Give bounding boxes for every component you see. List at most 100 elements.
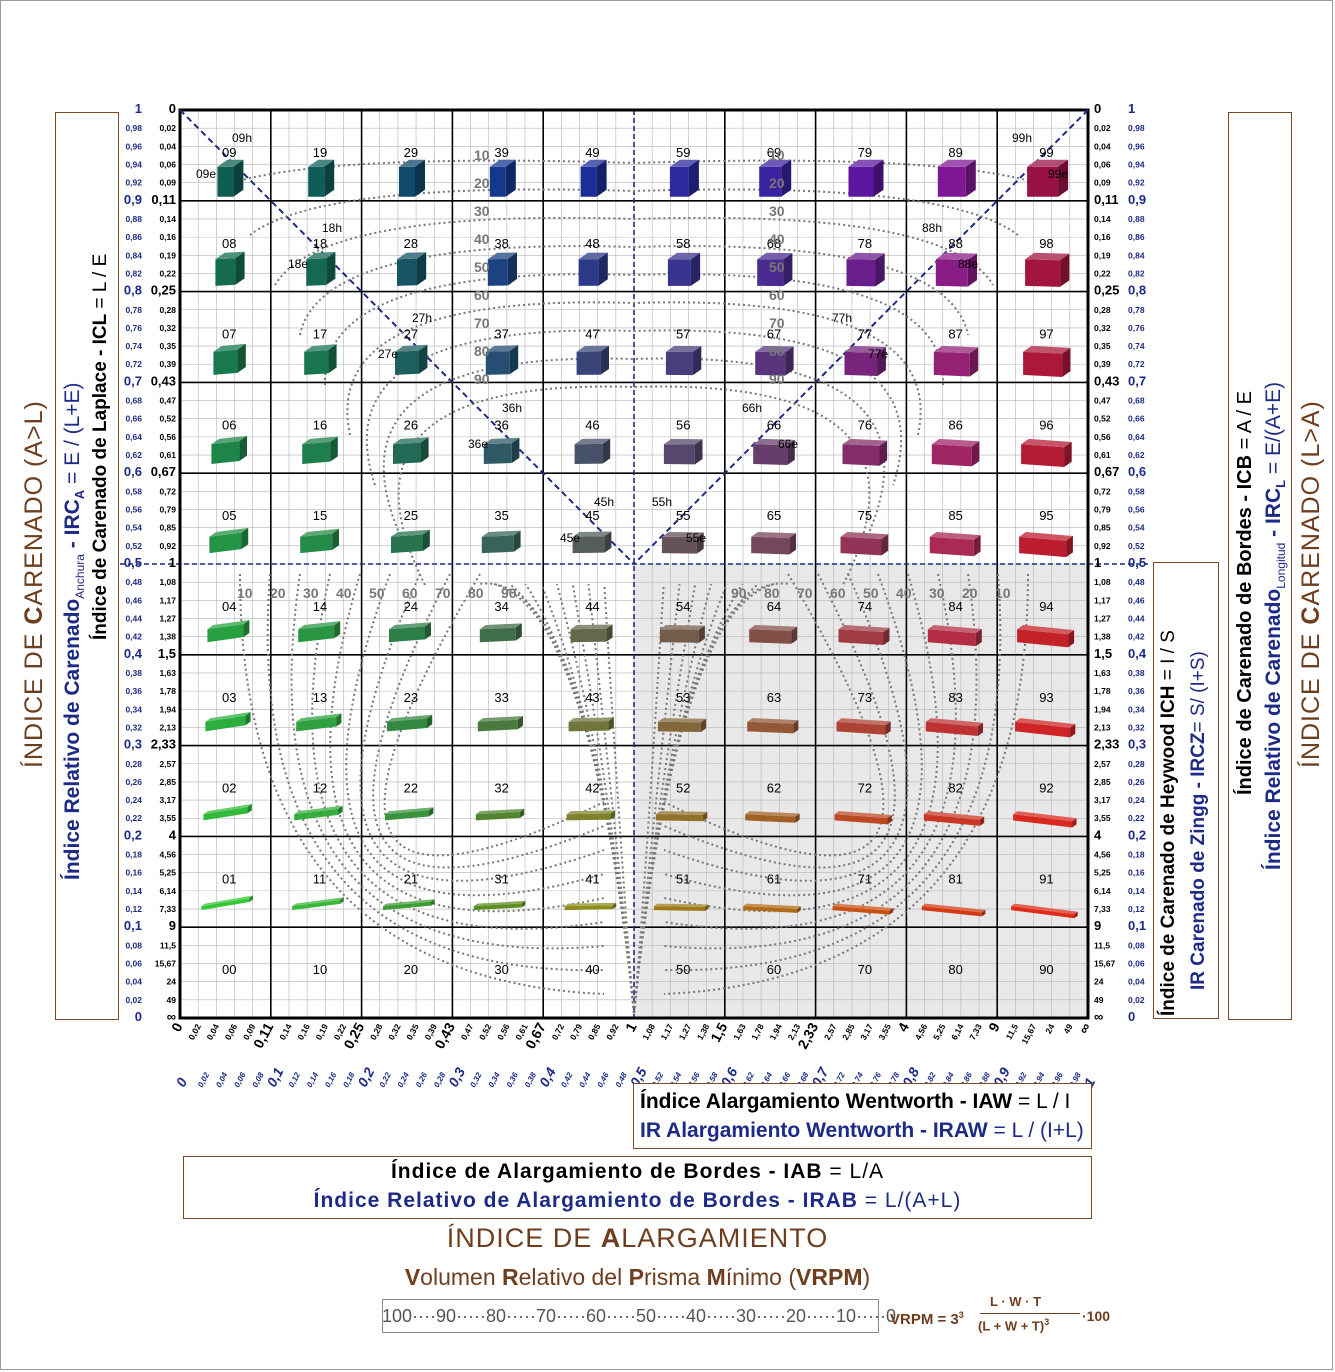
cell-label: 66 (767, 417, 781, 432)
bottom-navy-tick: 0 (173, 1075, 191, 1090)
right-navy-tick: 0,62 (1128, 450, 1145, 460)
contour-top (249, 188, 1019, 236)
cell-label: 03 (222, 690, 236, 705)
left-black-tick: 2,57 (159, 759, 176, 769)
right-navy-tick: 0,76 (1128, 323, 1145, 333)
contour-low-right (663, 573, 957, 930)
bottom-black-tick: 0,67 (522, 1020, 549, 1052)
vrpm-scale-box (382, 1299, 879, 1333)
right-black-tick: 7,33 (1094, 904, 1111, 914)
cell-label: 74 (858, 599, 872, 614)
diag-label: 88e (958, 257, 978, 271)
icb-title: Índice de Carenado de Bordes - ICB = A /… (1234, 390, 1256, 795)
left-black-tick: 7,33 (159, 904, 176, 914)
bottom-black-tick: 11,5 (1004, 1022, 1021, 1041)
left-black-tick: 3,17 (159, 795, 176, 805)
bottom-black-tick: 1 (622, 1020, 640, 1035)
left-navy-tick: 0,76 (125, 323, 142, 333)
left-black-tick: 0,35 (159, 341, 176, 351)
right-black-tick: 0,92 (1094, 541, 1111, 551)
right-navy-tick: 0,5 (1128, 555, 1146, 570)
prism-3-2 (485, 345, 519, 375)
contour-label-mid-left: 30 (303, 585, 319, 601)
contour-top (299, 245, 969, 336)
prism-5-2 (665, 345, 702, 376)
right-black-tick: 24 (1094, 977, 1104, 987)
bottom-black-tick: 0,32 (386, 1022, 403, 1042)
left-black-tick: 15,67 (155, 959, 177, 969)
right-black-tick: 0,35 (1094, 341, 1111, 351)
left-navy-tick: 0,28 (125, 759, 142, 769)
right-navy-tick: 0,74 (1128, 341, 1145, 351)
left-black-tick: 1,08 (159, 577, 176, 587)
left-black-tick: 0,43 (151, 373, 176, 388)
contour-label-top-right: 60 (769, 287, 785, 303)
right-black-tick: 5,25 (1094, 868, 1111, 878)
prism-1-0 (308, 159, 335, 197)
diag-label: 18e (288, 257, 308, 271)
cell-label: 81 (948, 871, 962, 886)
right-navy-tick: 0,44 (1128, 613, 1145, 623)
prism-1-7 (294, 805, 343, 821)
prism-2-2 (395, 344, 428, 375)
contour-low-left (345, 573, 605, 897)
bottom-black-tick: 0,92 (604, 1022, 621, 1042)
right-black-tick: 0,85 (1094, 523, 1111, 533)
contour-label-top-right: 20 (769, 175, 785, 191)
right-black-tick: 3,55 (1094, 813, 1111, 823)
cell-label: 45 (585, 508, 599, 523)
right-navy-tick: 0 (1128, 1009, 1135, 1024)
contour-label-top-right: 40 (769, 231, 785, 247)
right-black-tick: 1,38 (1094, 632, 1111, 642)
irab-title: Índice Relativo de Alargamiento de Borde… (313, 1189, 962, 1212)
contour-label-mid-right: 80 (764, 585, 780, 601)
prism-1-1 (306, 251, 336, 286)
contour-label-top-left: 20 (474, 175, 490, 191)
contour-top (346, 301, 922, 436)
vrpm-formula: VRPM = 33 L · W · T (L + W + T)3 ·100 (890, 1294, 1111, 1334)
prism-9-1 (1025, 252, 1070, 287)
prism-8-8 (921, 903, 986, 917)
bottom-black-tick: 1,5 (707, 1020, 730, 1045)
vrpm-title: Volumen Relativo del Prisma Mínimo (VRPM… (404, 1264, 871, 1290)
left-navy-tick: 0,12 (125, 904, 142, 914)
left-navy-tick: 0,88 (125, 214, 142, 224)
left-black-tick: 0,14 (159, 214, 176, 224)
left-navy-tick: 0,32 (125, 722, 142, 732)
cell-label: 39 (494, 145, 508, 160)
contour-label-top-right: 50 (769, 259, 785, 275)
left-navy-tick: 0,46 (125, 595, 142, 605)
right-black-tick: 0,06 (1094, 159, 1111, 169)
right-black-tick: 0,52 (1094, 414, 1111, 424)
right-navy-tick: 0,56 (1128, 505, 1145, 515)
bordes-box (183, 1156, 1092, 1219)
contour-low-left (329, 573, 605, 913)
prism-2-3 (393, 437, 429, 465)
vrpm-scale: 100····90·····80·····70·····60·····50···… (382, 1306, 896, 1326)
left-black-tick: 1,27 (159, 613, 176, 623)
right-navy-tick: 0,4 (1128, 646, 1147, 661)
left-navy-tick: 0,5 (124, 555, 142, 570)
left-navy-tick: 0,04 (125, 977, 142, 987)
prism-9-8 (1011, 903, 1078, 919)
cell-label: 46 (585, 417, 599, 432)
bottom-navy-tick: 0,06 (232, 1070, 248, 1088)
cell-label: 94 (1039, 599, 1053, 614)
cell-label: 65 (767, 508, 781, 523)
contour-label-mid-left: 10 (237, 585, 253, 601)
left-navy-tick: 0,56 (125, 505, 142, 515)
right-navy-tick: 0,26 (1128, 777, 1145, 787)
prism-0-3 (211, 435, 247, 465)
prism-5-6 (657, 718, 707, 732)
cell-label: 82 (948, 781, 962, 796)
diag-label: 45h (594, 495, 614, 509)
left-navy-tick: 0,92 (125, 178, 142, 188)
cell-label: 52 (676, 781, 690, 796)
irc-l-title: Índice Relativo de CarenadoLongitud - IR… (1262, 381, 1289, 870)
right-black-tick: 1,5 (1094, 646, 1112, 661)
cell-label: 64 (767, 599, 781, 614)
right-navy-tick: 0,84 (1128, 250, 1145, 260)
contour-label-mid-right: 20 (962, 585, 978, 601)
bottom-black-tick: ∞ (1075, 1020, 1094, 1036)
contour-label-top-left: 40 (474, 231, 490, 247)
